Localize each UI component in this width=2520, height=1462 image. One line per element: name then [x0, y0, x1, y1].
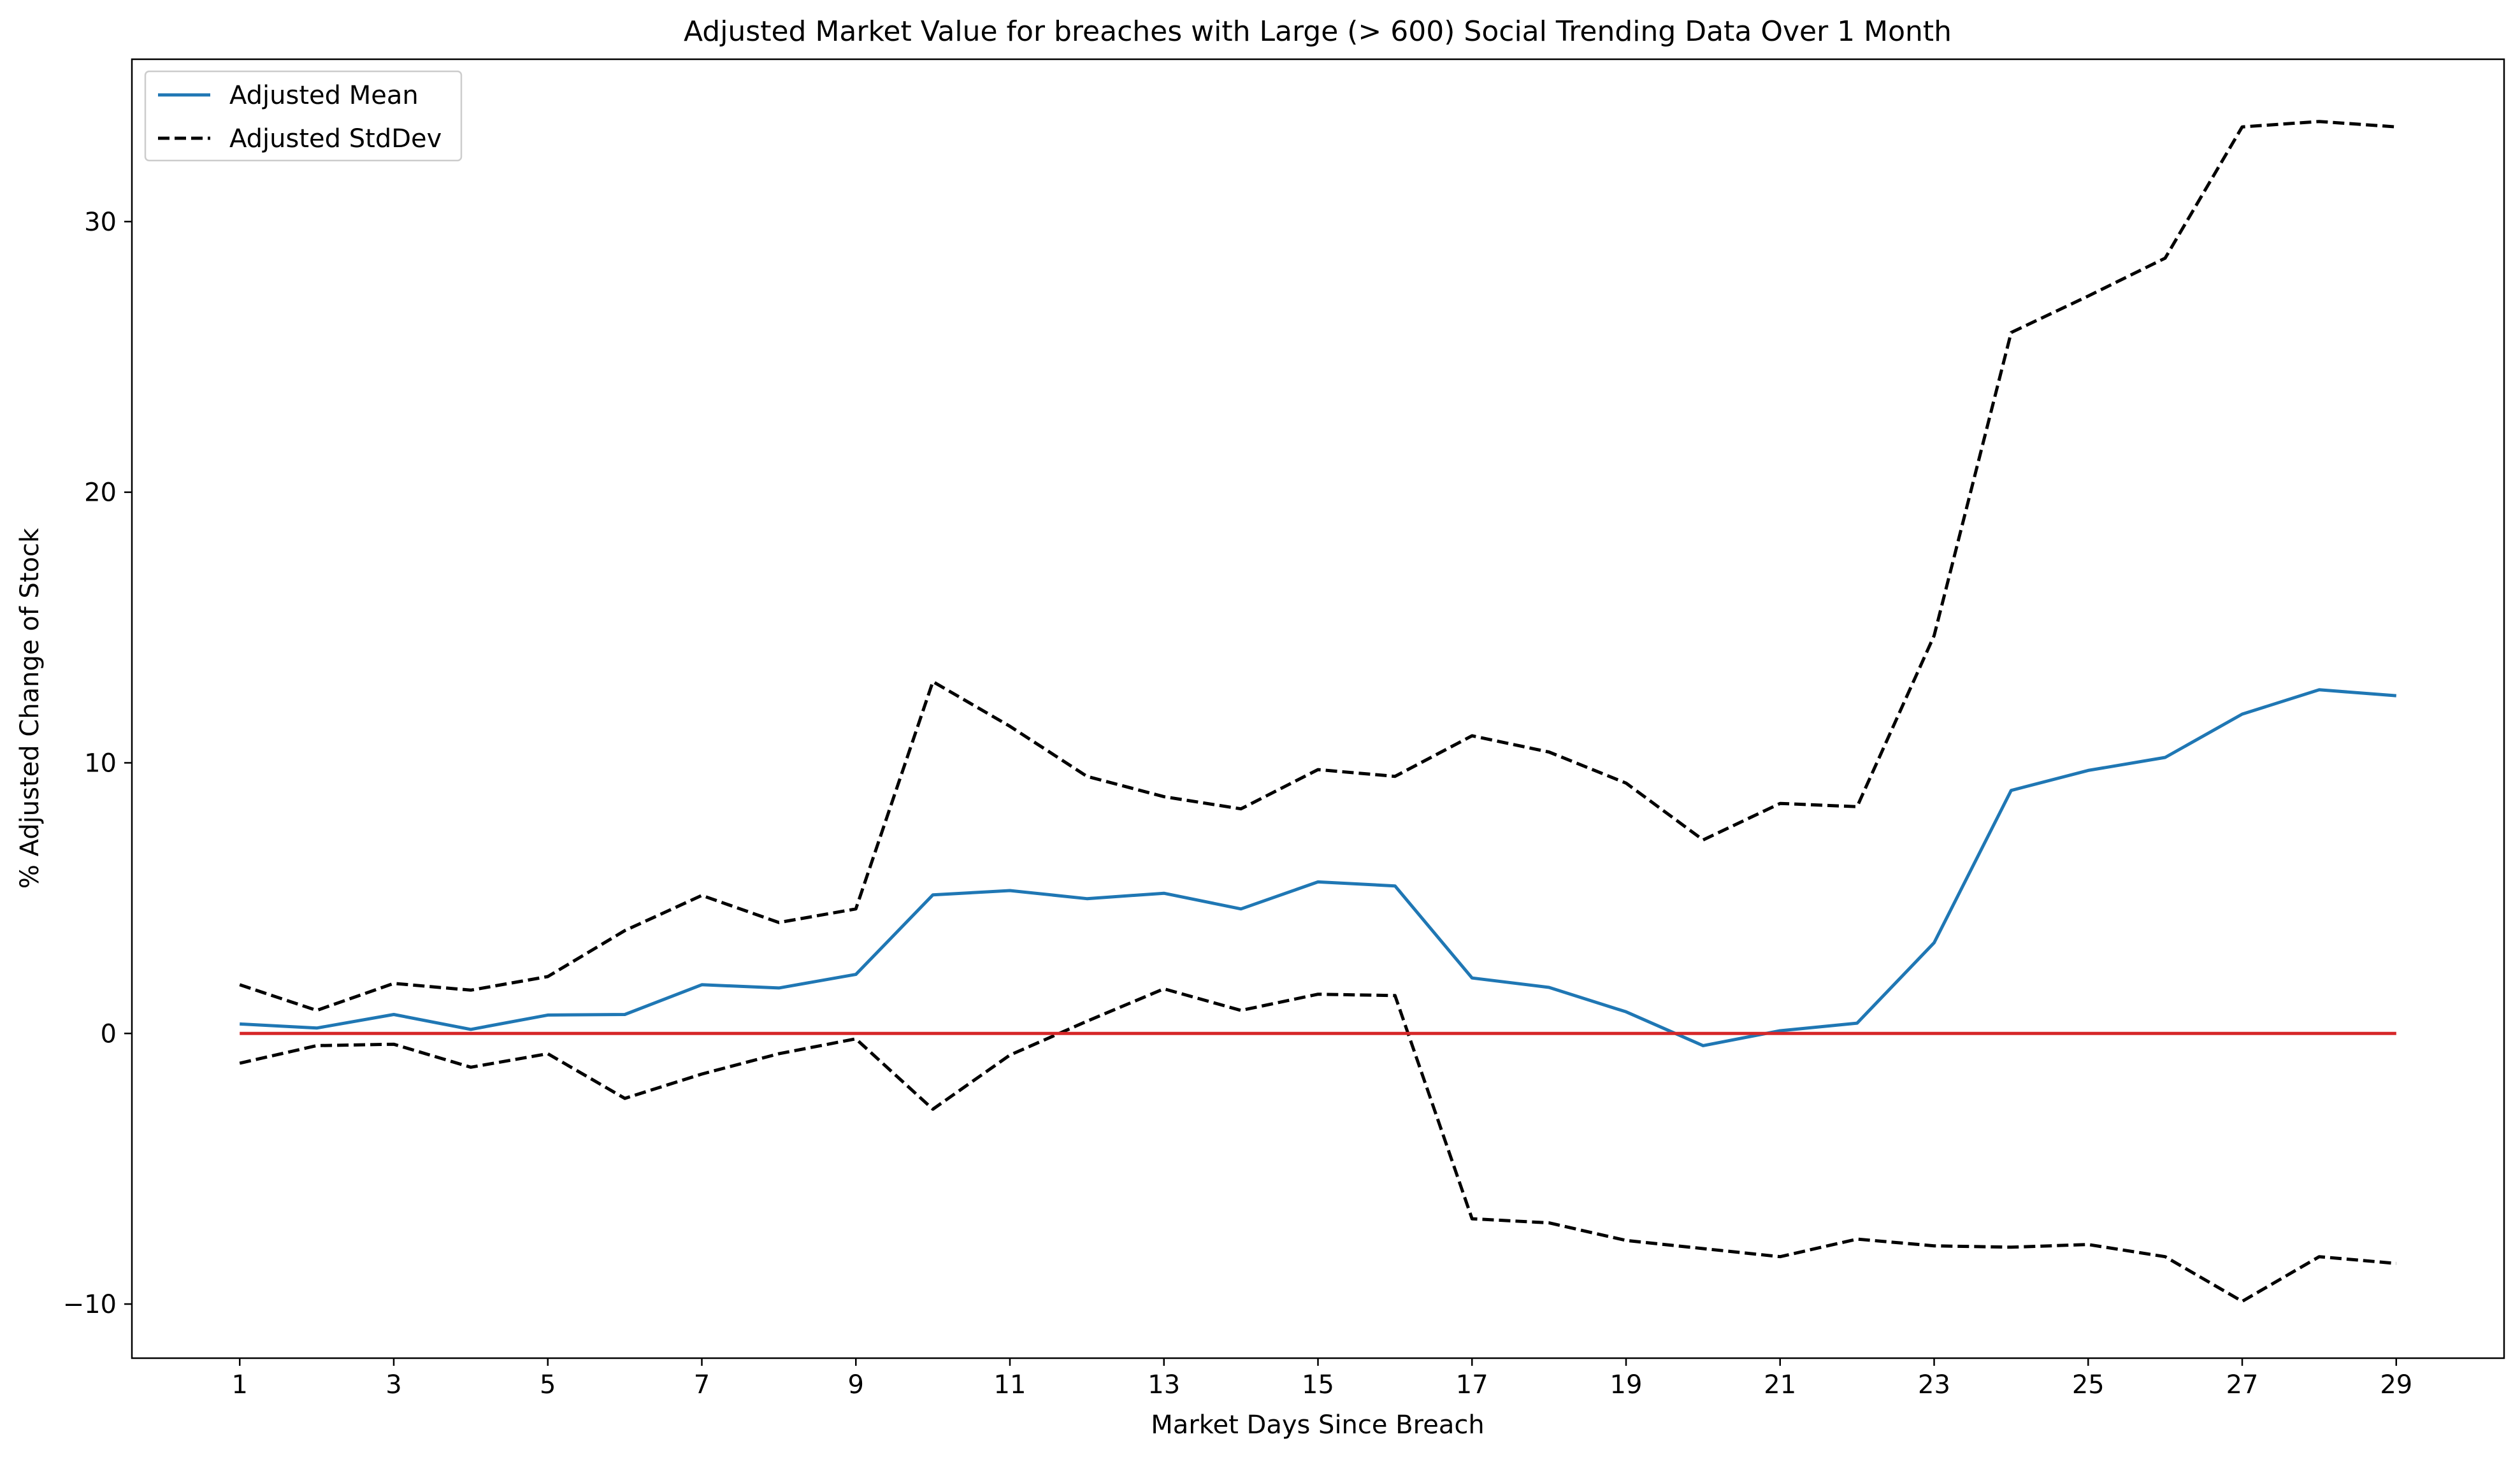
x-tick-label: 23 [1918, 1370, 1950, 1400]
series-line-1 [239, 120, 2396, 1012]
x-tick-label: 29 [2380, 1370, 2412, 1400]
x-tick-label: 13 [1148, 1370, 1180, 1400]
x-tick-label: 19 [1610, 1370, 1643, 1400]
legend-box [144, 70, 463, 162]
y-tick-label: 10 [84, 749, 117, 778]
x-tick-label: 5 [540, 1370, 556, 1400]
x-tick-label: 3 [385, 1370, 401, 1400]
x-tick-label: 21 [1764, 1370, 1796, 1400]
legend-label: Adjusted StdDev [229, 124, 442, 154]
legend-label: Adjusted Mean [229, 81, 419, 110]
x-axis-label: Market Days Since Breach [1151, 1410, 1484, 1440]
y-tick-label: 0 [101, 1019, 117, 1049]
x-tick-label: 7 [694, 1370, 710, 1400]
x-axis-ticks: 1 3 5 7 9 11 13 15 17 19 21 23 25 27 29 [232, 1358, 2412, 1400]
y-tick-label: 30 [84, 208, 117, 237]
y-axis-label: % Adjusted Change of Stock [15, 527, 45, 889]
plot-lines [239, 120, 2397, 1303]
legend: Adjusted Mean Adjusted StdDev [144, 70, 463, 162]
x-tick-label: 1 [232, 1370, 248, 1400]
y-tick-label: −10 [63, 1290, 117, 1319]
plot-frame [131, 58, 2505, 1359]
x-tick-label: 15 [1302, 1370, 1334, 1400]
series-line-0 [240, 688, 2396, 1047]
x-tick-label: 17 [1456, 1370, 1488, 1400]
x-tick-label: 11 [994, 1370, 1026, 1400]
x-tick-label: 9 [848, 1370, 864, 1400]
y-axis-ticks: −10 0 10 20 30 [63, 208, 132, 1319]
y-tick-label: 20 [84, 478, 117, 508]
series-line-2 [239, 987, 2397, 1303]
chart-title: Adjusted Market Value for breaches with … [684, 15, 1952, 48]
x-tick-label: 25 [2072, 1370, 2105, 1400]
x-tick-label: 27 [2226, 1370, 2259, 1400]
